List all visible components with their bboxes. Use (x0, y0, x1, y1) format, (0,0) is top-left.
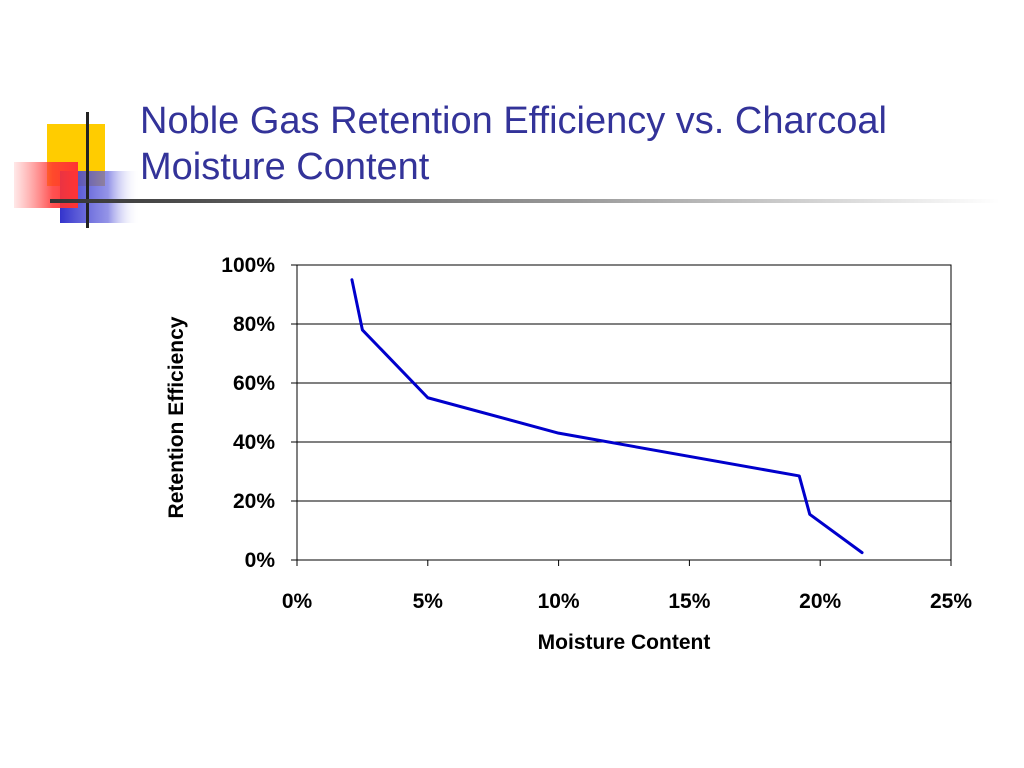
y-tick-label: 20% (233, 490, 275, 513)
grid-lines (297, 264, 951, 561)
x-tick-label: 10% (538, 590, 580, 613)
x-tick-label: 5% (413, 590, 444, 613)
x-axis-title: Moisture Content (538, 631, 711, 654)
ornament-vertical-rule (86, 112, 89, 228)
y-tick-label: 0% (245, 549, 276, 572)
plot-area-frame (296, 264, 952, 561)
x-tick-label: 0% (282, 590, 313, 613)
x-tick-label: 20% (799, 590, 841, 613)
y-tick-label: 40% (233, 431, 275, 454)
series-layer (350, 278, 864, 555)
title-ornament (14, 112, 1000, 228)
y-tick-label: 100% (221, 254, 275, 277)
slide-title: Noble Gas Retention Efficiency vs. Charc… (140, 98, 1000, 190)
x-tick-label: 25% (930, 590, 972, 613)
y-tick-label: 60% (233, 372, 275, 395)
title-underline (50, 199, 1000, 203)
slide-title-line-1: Noble Gas Retention Efficiency vs. Charc… (140, 100, 887, 142)
y-tick-label: 80% (233, 313, 275, 336)
series-line-0 (350, 278, 864, 555)
y-axis-title: Retention Efficiency (165, 316, 188, 518)
tick-labels: 0% 20% 40% 60% 80% 100% 0% 5% 10% 15% 20% 25% (221, 254, 972, 613)
axis-ticks (291, 264, 952, 566)
slide-title-line-2: Moisture Content (140, 146, 430, 188)
x-tick-label: 15% (668, 590, 710, 613)
